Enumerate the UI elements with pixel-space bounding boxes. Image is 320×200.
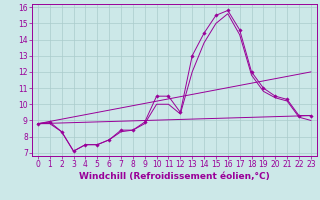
X-axis label: Windchill (Refroidissement éolien,°C): Windchill (Refroidissement éolien,°C)	[79, 172, 270, 181]
